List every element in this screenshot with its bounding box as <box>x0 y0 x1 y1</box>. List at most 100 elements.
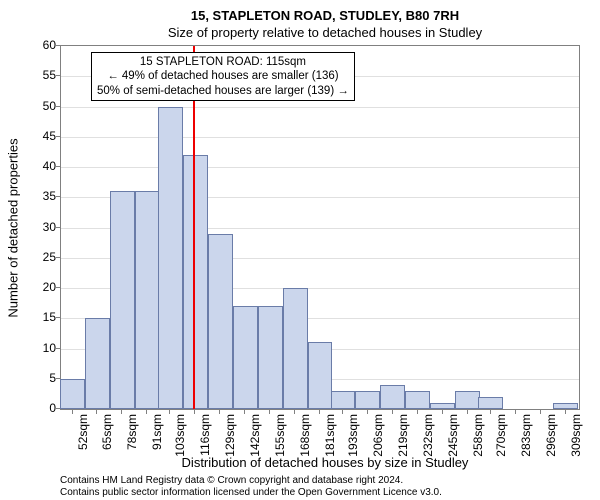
x-tick-mark <box>565 410 566 414</box>
histogram-bar <box>110 191 135 409</box>
x-tick-label: 219sqm <box>396 414 410 457</box>
x-tick-mark <box>515 410 516 414</box>
x-tick-label: 283sqm <box>519 414 533 457</box>
gridline <box>61 167 579 168</box>
x-tick-label: 129sqm <box>223 414 237 457</box>
y-tick-label: 15 <box>26 310 56 324</box>
y-tick-mark <box>56 257 60 258</box>
histogram-bar <box>85 318 110 409</box>
annotation-line: 15 STAPLETON ROAD: 115sqm <box>97 55 349 69</box>
y-tick-label: 0 <box>26 401 56 415</box>
x-tick-mark <box>72 410 73 414</box>
y-tick-label: 35 <box>26 189 56 203</box>
x-tick-mark <box>417 410 418 414</box>
y-tick-mark <box>56 227 60 228</box>
x-axis-label: Distribution of detached houses by size … <box>60 455 590 470</box>
y-tick-mark <box>56 408 60 409</box>
histogram-bar <box>258 306 283 409</box>
histogram-bar <box>283 288 308 409</box>
y-tick-label: 5 <box>26 371 56 385</box>
x-tick-label: 116sqm <box>198 414 212 456</box>
x-tick-label: 91sqm <box>150 414 164 450</box>
x-tick-mark <box>169 410 170 414</box>
x-tick-mark <box>269 410 270 414</box>
histogram-bar <box>355 391 380 409</box>
histogram-bar <box>553 403 578 409</box>
x-tick-label: 142sqm <box>248 414 262 457</box>
x-tick-mark <box>194 410 195 414</box>
histogram-bar <box>158 107 183 410</box>
histogram-bar <box>208 234 233 409</box>
x-tick-label: 168sqm <box>298 414 312 457</box>
y-tick-label: 40 <box>26 159 56 173</box>
y-tick-label: 30 <box>26 220 56 234</box>
gridline <box>61 107 579 108</box>
x-tick-label: 65sqm <box>100 414 114 450</box>
x-tick-mark <box>121 410 122 414</box>
y-tick-mark <box>56 106 60 107</box>
chart-title: 15, STAPLETON ROAD, STUDLEY, B80 7RH <box>60 8 590 23</box>
y-tick-label: 45 <box>26 129 56 143</box>
x-tick-mark <box>96 410 97 414</box>
x-tick-label: 270sqm <box>494 414 508 457</box>
y-tick-mark <box>56 45 60 46</box>
x-tick-mark <box>319 410 320 414</box>
x-tick-label: 245sqm <box>446 414 460 457</box>
x-tick-mark <box>467 410 468 414</box>
histogram-bar <box>135 191 160 409</box>
chart-subtitle: Size of property relative to detached ho… <box>60 25 590 40</box>
x-tick-label: 193sqm <box>346 414 360 457</box>
histogram-bar <box>455 391 480 409</box>
x-tick-mark <box>146 410 147 414</box>
annotation-line: 50% of semi-detached houses are larger (… <box>97 84 349 98</box>
x-tick-mark <box>442 410 443 414</box>
x-tick-mark <box>392 410 393 414</box>
footer-line: Contains public sector information licen… <box>60 487 442 499</box>
histogram-bar <box>430 403 455 409</box>
histogram-bar <box>405 391 430 409</box>
annotation-box: 15 STAPLETON ROAD: 115sqm ← 49% of detac… <box>91 52 355 101</box>
x-tick-label: 181sqm <box>323 414 337 457</box>
y-tick-mark <box>56 136 60 137</box>
gridline <box>61 137 579 138</box>
x-tick-mark <box>244 410 245 414</box>
footer: Contains HM Land Registry data © Crown c… <box>60 475 442 498</box>
x-tick-label: 309sqm <box>569 414 583 457</box>
y-tick-label: 60 <box>26 38 56 52</box>
x-tick-mark <box>219 410 220 414</box>
y-tick-label: 10 <box>26 341 56 355</box>
y-tick-mark <box>56 196 60 197</box>
y-tick-label: 25 <box>26 250 56 264</box>
y-tick-label: 55 <box>26 68 56 82</box>
histogram-bar <box>478 397 503 409</box>
y-tick-mark <box>56 75 60 76</box>
histogram-bar <box>60 379 85 409</box>
histogram-bar <box>331 391 356 409</box>
y-tick-mark <box>56 166 60 167</box>
y-axis-label: Number of detached properties <box>4 45 22 410</box>
y-tick-mark <box>56 287 60 288</box>
histogram-bar <box>380 385 405 409</box>
x-tick-label: 296sqm <box>544 414 558 457</box>
histogram-bar <box>308 342 333 409</box>
x-tick-label: 206sqm <box>371 414 385 457</box>
x-tick-mark <box>294 410 295 414</box>
y-tick-mark <box>56 317 60 318</box>
annotation-line: ← 49% of detached houses are smaller (13… <box>97 69 349 83</box>
footer-line: Contains HM Land Registry data © Crown c… <box>60 475 442 487</box>
y-tick-label: 50 <box>26 99 56 113</box>
plot-area: 15 STAPLETON ROAD: 115sqm ← 49% of detac… <box>60 45 580 410</box>
x-tick-mark <box>342 410 343 414</box>
y-tick-mark <box>56 378 60 379</box>
x-tick-mark <box>540 410 541 414</box>
x-tick-label: 232sqm <box>421 414 435 457</box>
x-tick-label: 103sqm <box>173 414 187 457</box>
y-tick-mark <box>56 348 60 349</box>
histogram-bar <box>233 306 258 409</box>
x-tick-label: 258sqm <box>471 414 485 457</box>
x-tick-label: 78sqm <box>125 414 139 450</box>
chart-container: 15, STAPLETON ROAD, STUDLEY, B80 7RH Siz… <box>0 0 600 500</box>
x-tick-label: 155sqm <box>273 414 287 457</box>
x-tick-label: 52sqm <box>76 414 90 450</box>
y-tick-label: 20 <box>26 280 56 294</box>
